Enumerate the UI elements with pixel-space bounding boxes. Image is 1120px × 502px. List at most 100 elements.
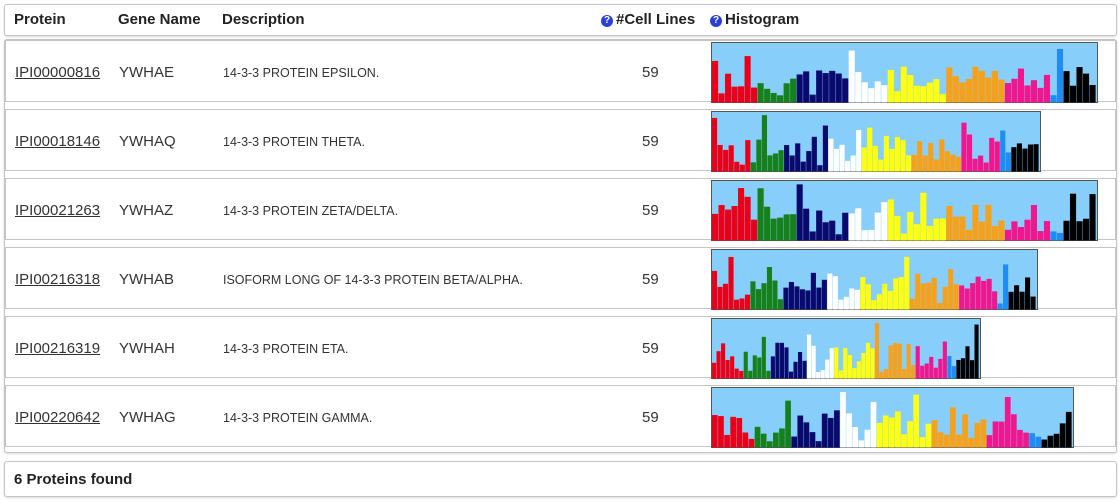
histogram-bar — [865, 342, 870, 379]
help-icon[interactable]: ? — [710, 15, 722, 27]
histogram-bar — [974, 422, 981, 448]
histogram-bar — [991, 70, 998, 103]
histogram-bar — [829, 70, 836, 103]
histogram-bar — [712, 415, 718, 448]
histogram-bar — [978, 221, 985, 241]
histogram-bar — [975, 276, 981, 310]
cell-lines-label[interactable]: #Cell Lines — [616, 11, 696, 28]
histogram-bar — [816, 287, 822, 310]
histogram-bar — [738, 86, 745, 103]
histogram-bar — [931, 420, 938, 448]
histogram-bar — [868, 229, 875, 241]
help-icon[interactable]: ? — [601, 15, 613, 27]
histogram-bar — [761, 283, 767, 310]
histogram-bar — [770, 92, 777, 103]
histogram-bar — [790, 214, 797, 241]
histogram-bar — [1035, 436, 1042, 448]
histogram-bar — [847, 355, 852, 379]
histogram-bar — [834, 410, 840, 448]
protein-id-link[interactable]: IPI00000816 — [15, 64, 101, 81]
histogram-bar — [933, 159, 939, 172]
protein-id-link[interactable]: IPI00220642 — [15, 409, 101, 426]
histogram-bar — [965, 229, 972, 241]
histogram-bar — [805, 290, 811, 310]
histogram-bar — [949, 407, 956, 448]
histogram-bar — [929, 356, 934, 379]
histogram-bar — [904, 256, 910, 310]
histogram-bar — [970, 283, 976, 310]
histogram-bar — [956, 359, 961, 379]
histogram-bar — [856, 129, 862, 172]
histogram-bar — [882, 415, 889, 448]
histogram-bar — [950, 154, 956, 172]
histogram-bar — [744, 56, 751, 103]
histogram-bar — [959, 82, 966, 103]
histogram-bar — [931, 277, 937, 310]
protein-id-link[interactable]: IPI00018146 — [15, 133, 101, 150]
histogram-bar — [986, 278, 992, 310]
histogram-bar — [874, 81, 881, 103]
histogram-bar — [864, 429, 871, 448]
histogram-bar — [842, 78, 849, 103]
histogram-bar — [974, 324, 979, 379]
protein-id-link[interactable]: IPI00216318 — [15, 271, 101, 288]
histogram-bar — [754, 426, 761, 448]
histogram-bar — [815, 441, 822, 448]
column-header-description[interactable]: Description — [222, 11, 305, 28]
histogram-bar — [788, 281, 794, 310]
histogram-bar — [827, 417, 834, 448]
histogram-bar — [750, 281, 756, 310]
histogram-bar — [928, 142, 934, 172]
histogram-bar — [712, 362, 717, 379]
histogram-bar — [730, 356, 735, 379]
table-header: Protein Gene Name Description ? #Cell Lin… — [4, 4, 1117, 36]
column-header-protein[interactable]: Protein — [14, 11, 66, 28]
histogram-bar — [992, 291, 998, 310]
table-row: IPI00216318 YWHAB ISOFORM LONG OF 14-3-3… — [5, 247, 1116, 310]
histogram-bar — [989, 137, 995, 172]
histogram-bar — [757, 83, 764, 103]
histogram-bar — [829, 220, 836, 241]
histogram-bar — [920, 86, 927, 103]
histogram-bar — [952, 76, 959, 103]
histogram-bar — [913, 85, 920, 103]
histogram-bar — [757, 188, 764, 241]
histogram-bar — [878, 159, 884, 172]
histogram-bar — [1004, 397, 1011, 448]
protein-id-link[interactable]: IPI00216319 — [15, 340, 101, 357]
protein-id-link[interactable]: IPI00021263 — [15, 202, 101, 219]
histogram-bar — [751, 219, 758, 241]
histogram-bar — [881, 85, 888, 103]
histogram-bar — [1008, 291, 1014, 310]
expression-histogram[interactable] — [711, 110, 1042, 172]
histogram-bar — [766, 441, 773, 448]
histogram-bar — [745, 140, 751, 172]
histogram-bar — [809, 94, 816, 103]
histogram-bar — [959, 285, 965, 310]
expression-histogram[interactable] — [711, 41, 1099, 103]
expression-histogram[interactable] — [711, 317, 982, 379]
histogram-bar — [827, 273, 833, 310]
histogram-bar — [1030, 296, 1036, 310]
table-row: IPI00000816 YWHAE 14-3-3 PROTEIN EPSILON… — [5, 40, 1116, 103]
histogram-bar — [1089, 84, 1096, 103]
histogram-bar — [942, 286, 948, 310]
expression-histogram[interactable] — [711, 179, 1099, 241]
histogram-bar — [882, 283, 888, 310]
histogram-bar — [855, 72, 862, 103]
histogram-bar — [871, 300, 877, 310]
expression-histogram[interactable] — [711, 248, 1039, 310]
histogram-bar — [731, 86, 738, 103]
histogram-bar — [946, 67, 953, 103]
histogram-bar — [888, 345, 893, 379]
histogram-bar — [1024, 219, 1031, 241]
histogram-bar — [783, 214, 790, 241]
histogram-bar — [1014, 285, 1020, 310]
histogram-bar — [960, 358, 966, 379]
histogram-bar — [1019, 291, 1025, 310]
histogram-bar — [900, 66, 907, 103]
histogram-bar — [969, 360, 975, 379]
column-header-gene-name[interactable]: Gene Name — [118, 11, 201, 28]
expression-histogram[interactable] — [711, 386, 1075, 448]
histogram-bar — [718, 416, 724, 448]
